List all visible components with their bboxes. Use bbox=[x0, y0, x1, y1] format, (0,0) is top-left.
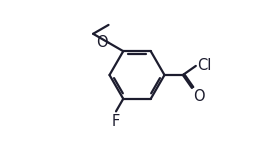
Text: O: O bbox=[193, 89, 205, 104]
Text: F: F bbox=[111, 114, 119, 129]
Text: O: O bbox=[96, 35, 107, 50]
Text: Cl: Cl bbox=[197, 58, 211, 73]
